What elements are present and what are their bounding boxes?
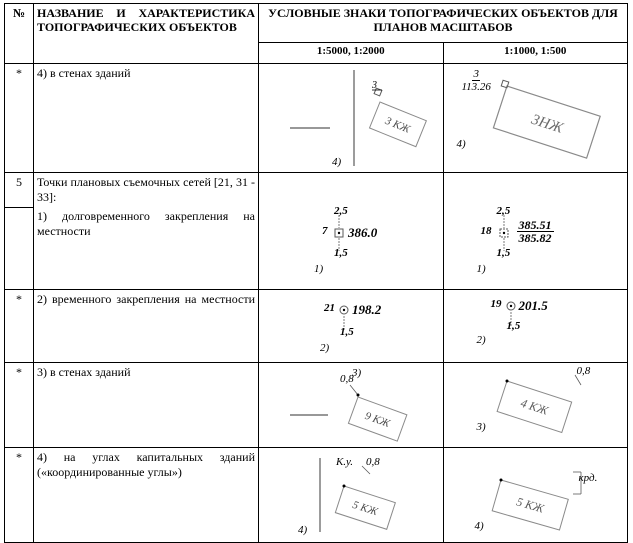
row6-left-dim: 0,8 bbox=[366, 456, 380, 468]
row1-right-frac-top: 3 bbox=[472, 69, 480, 81]
row3-left-leftn: 7 bbox=[322, 225, 328, 237]
row4-left-diagram: 21 198.2 1,5 2) bbox=[259, 289, 444, 362]
row3-num bbox=[5, 207, 34, 289]
row6-left-diagram: 5 КЖ К.у. 0,8 4) bbox=[259, 447, 444, 542]
row4-right-main: 201.5 bbox=[519, 298, 548, 314]
svg-text:3 КЖ: 3 КЖ bbox=[382, 115, 412, 136]
row3-left-bot: 1,5 bbox=[334, 247, 348, 259]
row3-right-bot: 1,5 bbox=[497, 247, 511, 259]
row3-left-idx: 1) bbox=[314, 263, 323, 275]
row4-left-leftn: 21 bbox=[324, 302, 335, 314]
row1-left-diagram: 3 КЖ 3 4) bbox=[259, 64, 444, 173]
row5-right-idx: 3) bbox=[477, 421, 486, 433]
row6-right-diagram: 5 КЖ крд. 4) bbox=[443, 447, 628, 542]
row2-name: Точки плановых съемочных сетей [21, 31 -… bbox=[34, 173, 259, 208]
row6-name: 4) на углах капитальных зданий («координ… bbox=[34, 447, 259, 542]
row3-right-diagram: 2,5 18 385.51 385.82 1,5 1) bbox=[443, 173, 628, 290]
row3-left-top: 2,5 bbox=[334, 205, 348, 217]
row5-left-diagram: 9 КЖ 0,8 3) bbox=[259, 362, 444, 447]
topography-table: № НАЗВАНИЕ И ХАРАКТЕРИСТИКА ТОПОГРАФИЧЕС… bbox=[4, 3, 628, 543]
row5-right-diagram: 4 КЖ 0,8 3) bbox=[443, 362, 628, 447]
row4-right-idx: 2) bbox=[477, 334, 486, 346]
row4-left-bot: 1,5 bbox=[340, 326, 354, 338]
row5-left-idx: 3) bbox=[352, 367, 361, 379]
row5-name: 3) в стенах зданий bbox=[34, 362, 259, 447]
row3-right-leftn: 18 bbox=[481, 225, 492, 237]
row3-left-main: 386.0 bbox=[348, 225, 377, 241]
row6-left-idx: 4) bbox=[298, 524, 307, 536]
hdr-scale-right: 1:1000, 1:500 bbox=[443, 43, 628, 64]
row3-right-top: 2,5 bbox=[497, 205, 511, 217]
svg-text:9 КЖ: 9 КЖ bbox=[363, 409, 392, 429]
row4-name: 2) временного закрепления на местности bbox=[34, 289, 259, 362]
svg-text:5 КЖ: 5 КЖ bbox=[514, 494, 546, 515]
svg-text:4 КЖ: 4 КЖ bbox=[518, 395, 550, 417]
row2-num: 5 bbox=[5, 173, 34, 208]
row1-right-diagram: 3НЖ 3 113.26 4) bbox=[443, 64, 628, 173]
row6-num: * bbox=[5, 447, 34, 542]
hdr-symbols-top: УСЛОВНЫЕ ЗНАКИ ТОПОГРАФИЧЕСКИХ ОБЪЕКТОВ … bbox=[259, 4, 628, 43]
row3-right-frac-bot: 385.82 bbox=[517, 232, 554, 244]
row4-num: * bbox=[5, 289, 34, 362]
svg-text:5 КЖ: 5 КЖ bbox=[351, 498, 380, 518]
row4-right-leftn: 19 bbox=[491, 298, 502, 310]
row1-left-idx: 4) bbox=[332, 156, 341, 168]
svg-text:3НЖ: 3НЖ bbox=[528, 111, 566, 137]
row5-num: * bbox=[5, 362, 34, 447]
row1-num: * bbox=[5, 64, 34, 173]
row1-right-idx: 4) bbox=[457, 138, 466, 150]
row1-right-frac-bot: 113.26 bbox=[461, 82, 492, 93]
row6-right-corner: крд. bbox=[579, 472, 598, 484]
hdr-scale-left: 1:5000, 1:2000 bbox=[259, 43, 444, 64]
hdr-num: № bbox=[5, 4, 34, 64]
row4-right-diagram: 19 201.5 1,5 2) bbox=[443, 289, 628, 362]
row4-left-main: 198.2 bbox=[352, 302, 381, 318]
row5-right-dim: 0,8 bbox=[577, 365, 591, 377]
row6-left-corner: К.у. bbox=[336, 456, 353, 468]
row3-right-idx: 1) bbox=[477, 263, 486, 275]
svg-text:3: 3 bbox=[371, 80, 377, 91]
row6-right-idx: 4) bbox=[475, 520, 484, 532]
row4-right-bot: 1,5 bbox=[507, 320, 521, 332]
row4-left-idx: 2) bbox=[320, 342, 329, 354]
hdr-name: НАЗВАНИЕ И ХАРАКТЕРИСТИКА ТОПОГРАФИЧЕСКИ… bbox=[34, 4, 259, 64]
row3-name: 1) долговременного закрепления на местно… bbox=[34, 207, 259, 289]
row3-left-diagram: 2,5 7 386.0 1,5 1) bbox=[259, 173, 444, 290]
row1-name: 4) в стенах зданий bbox=[34, 64, 259, 173]
